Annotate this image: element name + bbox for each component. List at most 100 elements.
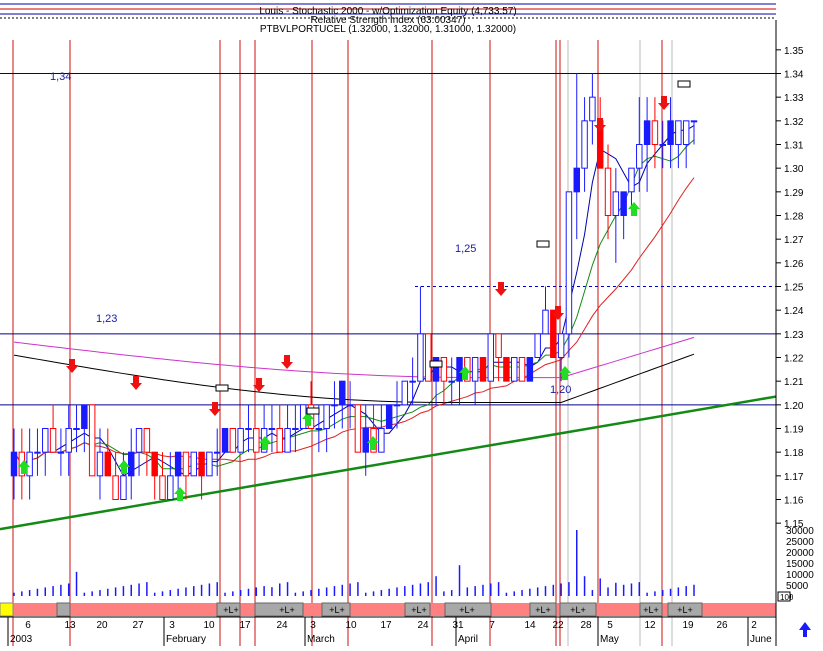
x-day-label: 17 (380, 620, 392, 631)
candle-body (432, 357, 440, 382)
candle-body (182, 451, 190, 477)
signal-strip-label: +L+ (459, 605, 475, 615)
candle-body (206, 451, 213, 477)
volume-scale-box (777, 591, 791, 602)
x-day-label: 17 (239, 620, 251, 631)
candle-body (479, 357, 487, 382)
candle-body (135, 428, 143, 453)
candle-body (88, 404, 96, 477)
x-month-label: May (600, 634, 619, 645)
candle-body (526, 357, 534, 382)
candle-body (659, 144, 666, 146)
candle-body (440, 357, 448, 382)
candle-body (510, 357, 518, 382)
volume-tick-label: 10000 (786, 570, 814, 581)
candle-body (284, 428, 291, 453)
candle-body (503, 357, 510, 382)
ma-slow-line (13, 177, 695, 465)
sell-arrow-icon (253, 378, 265, 392)
ma-long-magenta-line (13, 336, 695, 379)
y-tick-label: 1.23 (784, 330, 804, 341)
candle-body (276, 428, 283, 453)
x-day-label: 10 (203, 620, 215, 631)
volume-tick-label: 5000 (786, 581, 809, 592)
candle-body (143, 428, 151, 453)
candle-body (362, 428, 369, 453)
y-tick-label: 1.32 (784, 117, 804, 128)
y-tick-label: 1.15 (784, 519, 804, 530)
sell-arrow-icon (552, 306, 564, 320)
candle-body (26, 451, 33, 477)
x-day-label: 24 (417, 620, 429, 631)
candle-body (628, 167, 635, 193)
volume-scale-label: 100 (780, 593, 794, 602)
signal-strip-segment (639, 602, 663, 617)
candle-body (159, 475, 166, 501)
signal-strip-label: +L+ (677, 605, 693, 615)
candle-body (557, 333, 565, 359)
candle-body (518, 357, 526, 382)
buy-arrow-icon (367, 436, 379, 450)
candle-body (167, 475, 174, 501)
chart-header: Louis - Stochastic 2000 - w/Optimization… (0, 3, 776, 35)
y-tick-label: 1.30 (784, 164, 804, 175)
y-tick-label: 1.20 (784, 401, 804, 412)
candle-body (620, 191, 627, 216)
buy-arrow-icon (559, 366, 571, 380)
candle-body (96, 451, 104, 477)
x-day-label: 28 (580, 620, 592, 631)
candle-body (643, 120, 651, 146)
candle-body (401, 380, 409, 406)
x-month-label: February (166, 634, 206, 645)
candle-body (495, 333, 502, 359)
x-day-label: 3 (169, 620, 175, 631)
candle-body (42, 428, 49, 453)
x-day-label: 13 (64, 620, 76, 631)
buy-arrow-icon (259, 436, 271, 450)
x-month-label: 2003 (10, 634, 33, 645)
candle-body (604, 167, 612, 217)
scroll-up-arrow-icon[interactable] (799, 622, 811, 630)
y-tick-label: 1.22 (784, 354, 804, 365)
candle-body (589, 96, 596, 122)
sell-arrow-icon (209, 402, 221, 416)
y-tick-label: 1.31 (784, 141, 804, 152)
candle-body (34, 451, 41, 454)
candle-body (57, 451, 65, 454)
candle-body (667, 120, 674, 146)
buy-arrow-icon (118, 460, 130, 474)
x-day-label: 10 (345, 620, 357, 631)
y-tick-label: 1.17 (784, 472, 804, 483)
candle-body (323, 404, 330, 430)
candle-body (213, 451, 221, 454)
exit-marker-icon (536, 240, 550, 248)
candle-body (253, 428, 260, 453)
candle-body (198, 451, 205, 477)
candle-body (73, 428, 80, 430)
candle-body (425, 333, 432, 382)
candle-body (339, 380, 346, 406)
level-label: 1,34 (50, 71, 71, 83)
y-tick-label: 1.28 (784, 212, 804, 223)
header-rsi-label: Relative Strength Index (63.00347) (310, 15, 465, 26)
x-day-label: 27 (132, 620, 144, 631)
candle-body (65, 428, 72, 453)
candle-body (690, 120, 698, 123)
volume-tick-label: 25000 (786, 537, 814, 548)
header-symbol-label: PTBVLPORTUCEL (1.32000, 1.32000, 1.31000… (260, 24, 516, 35)
ma-fast-line (13, 125, 695, 477)
sell-arrow-icon (281, 355, 293, 369)
signal-strip-label: +L+ (643, 605, 659, 615)
y-tick-label: 1.25 (784, 283, 804, 294)
x-month-label: March (307, 634, 335, 645)
y-tick-label: 1.29 (784, 188, 804, 199)
signal-strip-label: +L+ (279, 605, 295, 615)
x-day-label: 6 (25, 620, 31, 631)
exit-marker-icon (215, 384, 229, 392)
buy-arrow-icon (302, 412, 314, 426)
x-day-label: 7 (489, 620, 495, 631)
signal-strip-segment (444, 602, 492, 617)
candle-body (268, 428, 276, 430)
